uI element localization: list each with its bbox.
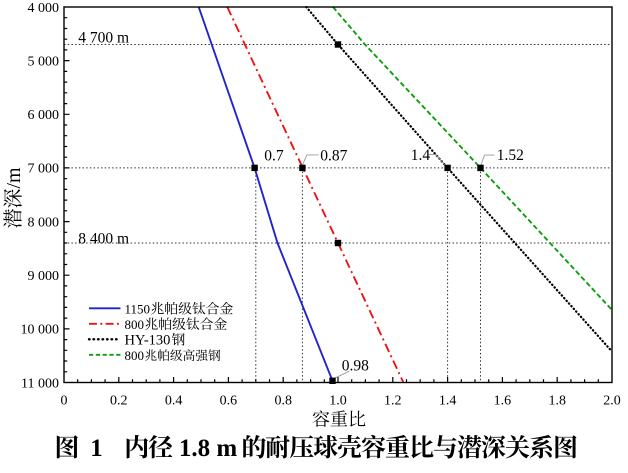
svg-text:9 000: 9 000 (28, 269, 60, 284)
svg-text:5 000: 5 000 (28, 54, 60, 69)
svg-text:0.2: 0.2 (110, 393, 128, 408)
svg-text:800: 800 (125, 348, 145, 363)
svg-text:1: 1 (90, 435, 103, 462)
svg-text:/m: /m (3, 167, 25, 189)
svg-text:1.8 m: 1.8 m (179, 435, 238, 462)
svg-text:4 000: 4 000 (28, 1, 60, 16)
svg-text:0.7: 0.7 (264, 148, 284, 165)
svg-text:1.4: 1.4 (411, 147, 431, 164)
svg-text:10 000: 10 000 (21, 323, 60, 338)
svg-text:800: 800 (125, 317, 145, 332)
svg-text:1.2: 1.2 (384, 393, 402, 408)
svg-text:0.4: 0.4 (165, 393, 183, 408)
svg-text:4 700 m: 4 700 m (78, 30, 129, 47)
svg-text:1.52: 1.52 (497, 147, 524, 164)
svg-text:0: 0 (61, 393, 68, 408)
svg-text:1150: 1150 (125, 302, 151, 317)
svg-text:11 000: 11 000 (21, 376, 59, 391)
svg-text:8 400 m: 8 400 m (78, 230, 129, 247)
svg-text:2.0: 2.0 (603, 393, 621, 408)
svg-text:7 000: 7 000 (28, 162, 60, 177)
svg-text:0.87: 0.87 (320, 148, 347, 165)
svg-text:0.8: 0.8 (274, 393, 292, 408)
svg-text:0.6: 0.6 (220, 393, 238, 408)
svg-text:0.98: 0.98 (342, 357, 369, 374)
svg-text:8 000: 8 000 (28, 215, 60, 230)
svg-text:6 000: 6 000 (28, 108, 60, 123)
svg-text:1.0: 1.0 (329, 393, 347, 408)
svg-text:1.4: 1.4 (439, 393, 457, 408)
svg-text:HY-130: HY-130 (125, 333, 171, 349)
svg-text:1.8: 1.8 (548, 393, 566, 408)
svg-text:1.6: 1.6 (494, 393, 512, 408)
